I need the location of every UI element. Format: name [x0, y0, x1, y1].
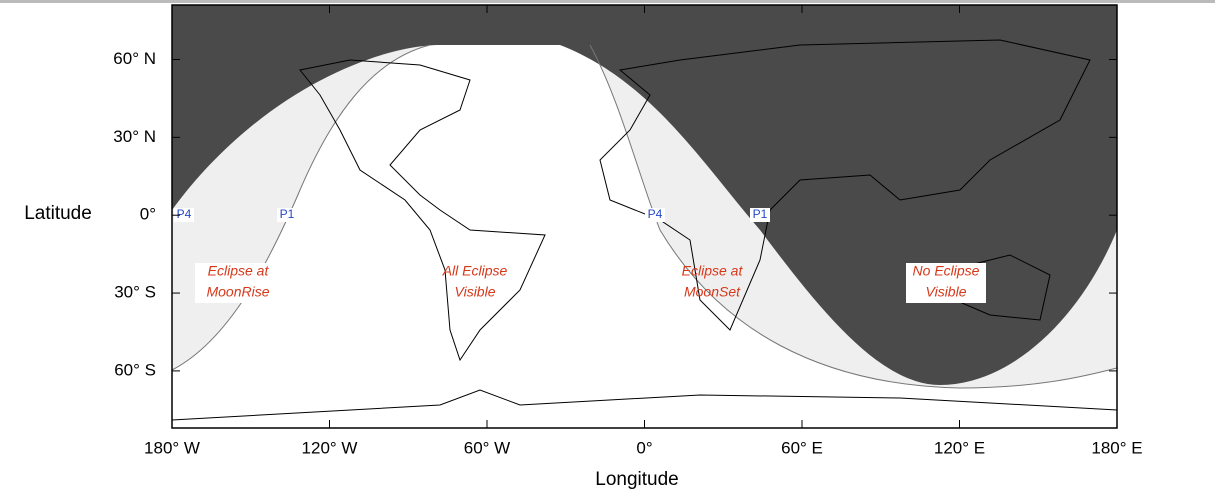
x-tick-label: 60° W — [464, 438, 510, 457]
region-label: MoonRise — [206, 284, 269, 300]
p4-curve — [589, 44, 1118, 389]
contact-label-bg — [174, 208, 194, 222]
x-tick-label: 180° W — [144, 438, 200, 457]
region-label: All Eclipse — [442, 263, 508, 279]
region-label-bg — [195, 263, 281, 303]
y-axis-label: Latitude — [24, 203, 92, 224]
contact-label: P4 — [177, 207, 192, 221]
x-tick-label: 60° E — [781, 438, 823, 457]
p1-curve — [171, 44, 431, 371]
contact-label-bg — [645, 208, 665, 222]
y-tick-label: 30° S — [114, 283, 156, 302]
region-label: Visible — [926, 284, 967, 300]
x-tick-label: 180° E — [1091, 438, 1142, 457]
y-tick-label: 60° N — [113, 49, 156, 68]
region-label: MoonSet — [684, 284, 741, 300]
region-label: Visible — [455, 284, 496, 300]
full-visibility-area — [172, 45, 1117, 428]
contact-label: P1 — [280, 207, 295, 221]
coastlines — [171, 39, 1118, 421]
x-tick-label: 0° — [636, 438, 652, 457]
region-label: Eclipse at — [208, 263, 270, 279]
region-label: No Eclipse — [913, 263, 980, 279]
x-tick-label: 120° W — [302, 438, 358, 457]
y-tick-label: 0° — [140, 205, 156, 224]
region-label-bg — [906, 263, 986, 303]
x-tick-label: 120° E — [934, 438, 985, 457]
contact-label-bg — [750, 208, 770, 222]
top-strip — [0, 0, 1215, 3]
contact-label-bg — [277, 208, 297, 222]
region-label: Eclipse at — [682, 263, 744, 279]
x-axis-label: Longitude — [595, 469, 678, 490]
contact-label: P4 — [648, 207, 663, 221]
y-tick-label: 60° S — [114, 360, 156, 379]
no-visibility-area — [172, 5, 1117, 385]
region-labels: Eclipse at MoonRise All Eclipse Visible … — [195, 263, 986, 303]
contact-label: P1 — [753, 207, 768, 221]
contact-labels: P4 P1 P4 P1 — [174, 207, 770, 222]
y-tick-label: 30° N — [113, 127, 156, 146]
